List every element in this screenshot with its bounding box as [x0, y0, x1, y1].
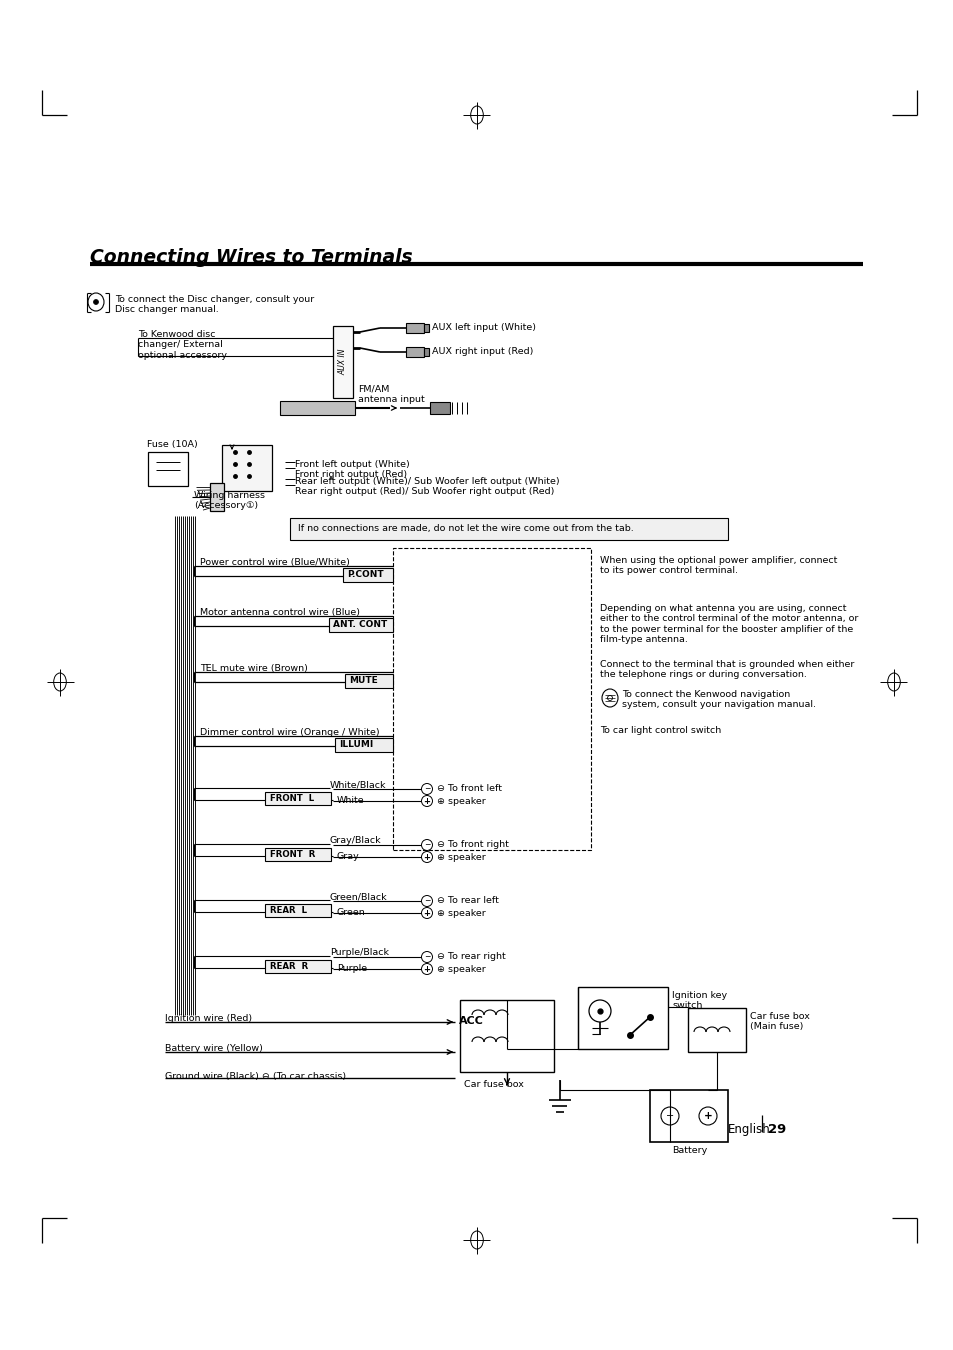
Text: +: +	[423, 796, 430, 806]
Text: ⊖ To rear right: ⊖ To rear right	[436, 952, 505, 961]
Text: 29: 29	[767, 1123, 785, 1135]
Text: ⊕ speaker: ⊕ speaker	[436, 853, 485, 863]
Bar	[265, 960, 331, 973]
Text: Dimmer control wire (Orange / White): Dimmer control wire (Orange / White)	[200, 728, 379, 737]
Text: ⊖ To rear left: ⊖ To rear left	[436, 896, 498, 905]
Text: Connect to the terminal that is grounded when either
the telephone rings or duri: Connect to the terminal that is grounded…	[599, 660, 854, 679]
Text: +: +	[423, 909, 430, 918]
Text: Battery wire (Yellow): Battery wire (Yellow)	[165, 1044, 263, 1053]
Text: ACC: ACC	[458, 1017, 483, 1026]
Text: REAR  L: REAR L	[270, 906, 307, 915]
Bar	[210, 483, 224, 512]
Text: If no connections are made, do not let the wire come out from the tab.: If no connections are made, do not let t…	[297, 524, 633, 533]
Text: AUX IN: AUX IN	[338, 348, 347, 375]
Text: Ignition key
switch: Ignition key switch	[671, 991, 726, 1010]
Bar	[329, 618, 393, 632]
Text: +: +	[423, 964, 430, 973]
Bar	[345, 674, 393, 688]
Ellipse shape	[93, 300, 98, 305]
Bar	[343, 568, 393, 582]
Text: FRONT  L: FRONT L	[270, 794, 314, 803]
Text: When using the optional power amplifier, connect
to its power control terminal.: When using the optional power amplifier,…	[599, 556, 837, 575]
Text: White: White	[336, 796, 364, 805]
Text: Gray: Gray	[336, 852, 359, 861]
Bar	[423, 348, 429, 356]
Text: AUX right input (Red): AUX right input (Red)	[432, 347, 533, 356]
Text: ANT. CONT: ANT. CONT	[333, 620, 387, 629]
Text: Ignition wire (Red): Ignition wire (Red)	[165, 1014, 252, 1023]
Text: Front left output (White)
Front right output (Red): Front left output (White) Front right ou…	[294, 460, 410, 479]
Bar	[406, 323, 423, 333]
Bar	[459, 1000, 554, 1072]
Text: To connect the Disc changer, consult your
Disc changer manual.: To connect the Disc changer, consult you…	[115, 296, 314, 315]
Bar	[423, 324, 429, 332]
Bar	[222, 446, 272, 491]
Text: Ground wire (Black) ⊖ (To car chassis): Ground wire (Black) ⊖ (To car chassis)	[165, 1072, 346, 1081]
Bar	[265, 848, 331, 861]
Bar	[290, 518, 727, 540]
Bar	[393, 548, 590, 850]
Text: Motor antenna control wire (Blue): Motor antenna control wire (Blue)	[200, 608, 359, 617]
Bar	[687, 1008, 745, 1052]
Bar	[406, 347, 423, 356]
Text: Purple: Purple	[336, 964, 367, 973]
Text: P.CONT: P.CONT	[347, 570, 383, 579]
Text: +: +	[703, 1111, 712, 1120]
Text: To car light control switch: To car light control switch	[599, 726, 720, 734]
Text: −: −	[665, 1111, 674, 1120]
Text: REAR  R: REAR R	[270, 963, 308, 971]
Text: Battery: Battery	[671, 1146, 706, 1156]
Text: Wiring harness
(Accessory①): Wiring harness (Accessory①)	[193, 491, 265, 510]
Text: MUTE: MUTE	[349, 676, 377, 684]
Text: ⊕ speaker: ⊕ speaker	[436, 965, 485, 973]
Text: Fuse (10A): Fuse (10A)	[147, 440, 197, 450]
Text: Depending on what antenna you are using, connect
either to the control terminal : Depending on what antenna you are using,…	[599, 603, 858, 644]
Text: Purple/Black: Purple/Black	[330, 948, 389, 957]
Text: Gray/Black: Gray/Black	[330, 836, 381, 845]
Text: Car fuse box
(Main fuse): Car fuse box (Main fuse)	[749, 1012, 809, 1031]
Text: To connect the Kenwood navigation
system, consult your navigation manual.: To connect the Kenwood navigation system…	[621, 690, 815, 709]
Bar	[265, 904, 331, 917]
Text: Green/Black: Green/Black	[330, 892, 387, 900]
Text: English: English	[727, 1123, 770, 1135]
Bar	[265, 792, 331, 805]
Text: Power control wire (Blue/White): Power control wire (Blue/White)	[200, 558, 350, 567]
Text: Rear left output (White)/ Sub Woofer left output (White)
Rear right output (Red): Rear left output (White)/ Sub Woofer lef…	[294, 477, 559, 497]
Bar	[430, 402, 450, 414]
Text: To Kenwood disc
changer/ External
optional accessory: To Kenwood disc changer/ External option…	[138, 329, 227, 360]
Text: ⊕ speaker: ⊕ speaker	[436, 909, 485, 918]
Text: +: +	[423, 852, 430, 861]
Text: ILLUMI: ILLUMI	[338, 740, 373, 749]
Text: ⊖ To front right: ⊖ To front right	[436, 840, 508, 849]
Text: FRONT  R: FRONT R	[270, 850, 315, 859]
Text: ⊕ speaker: ⊕ speaker	[436, 796, 485, 806]
Text: Car fuse box: Car fuse box	[463, 1080, 523, 1089]
Text: −: −	[423, 896, 430, 906]
Text: −: −	[423, 841, 430, 849]
Text: TEL mute wire (Brown): TEL mute wire (Brown)	[200, 664, 308, 674]
Text: ⊖ To front left: ⊖ To front left	[436, 784, 501, 792]
Text: AUX left input (White): AUX left input (White)	[432, 323, 536, 332]
Text: FM/AM
antenna input: FM/AM antenna input	[357, 385, 424, 405]
Text: Connecting Wires to Terminals: Connecting Wires to Terminals	[90, 248, 413, 267]
Bar	[148, 452, 188, 486]
Bar	[578, 987, 667, 1049]
Bar	[333, 325, 353, 398]
Text: White/Black: White/Black	[330, 780, 386, 788]
Bar	[335, 738, 393, 752]
Bar	[280, 401, 355, 414]
Text: Green: Green	[336, 909, 365, 917]
Text: −: −	[423, 784, 430, 794]
Bar	[649, 1089, 727, 1142]
Text: −: −	[423, 953, 430, 961]
